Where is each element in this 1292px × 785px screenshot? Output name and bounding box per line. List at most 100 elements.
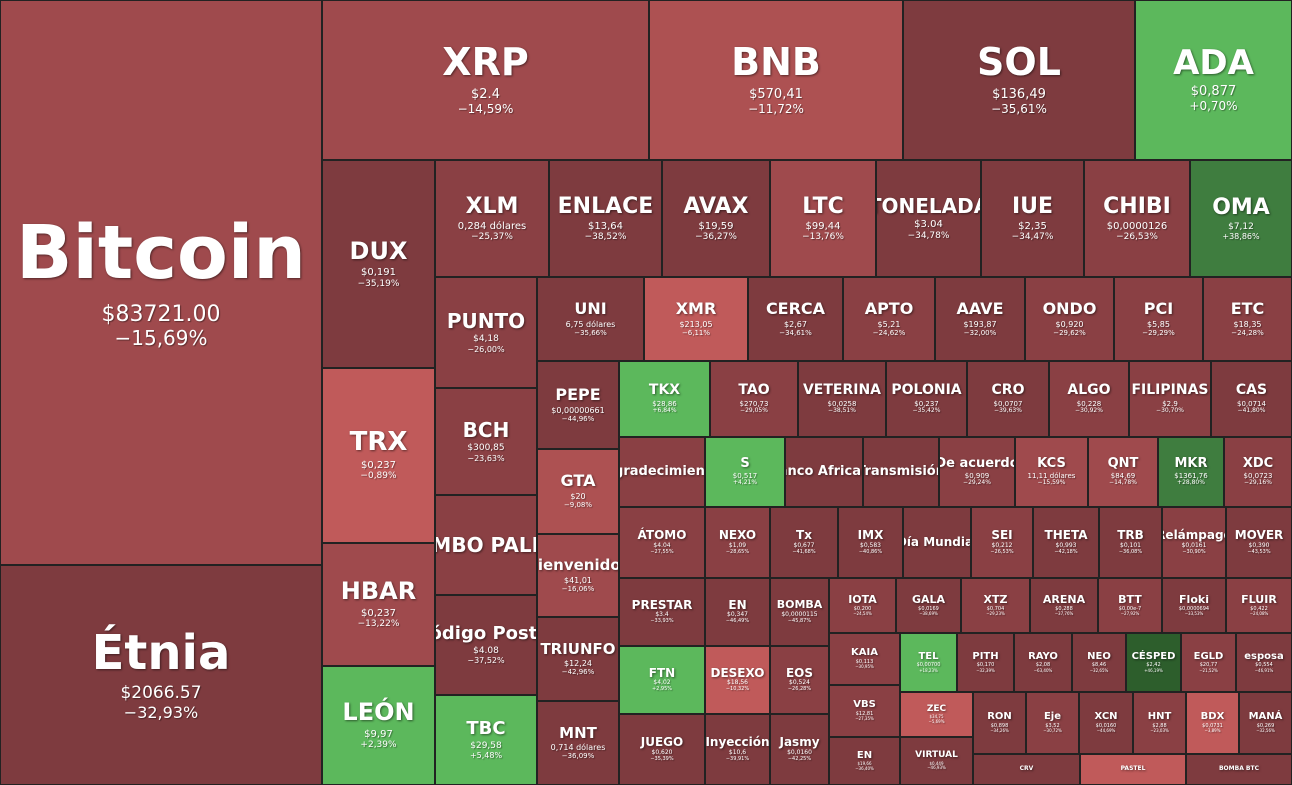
tile-xtz-68[interactable]: XTZ $0,704 −29,23% [961,578,1030,633]
tile-bombo-paleta-20[interactable]: BOMBO PALETA [435,495,537,595]
tile-iota-66[interactable]: IOTA $0,200 −24,54% [829,578,896,633]
tile-xlm-10[interactable]: XLM 0,284 dólares −25,37% [435,160,549,277]
tile-gta-32[interactable]: GTA $20 −9,08% [537,449,619,534]
tile-bnb-3[interactable]: BNB $570,41 −11,72% [649,0,903,160]
tile-desexo-74[interactable]: DESEXO $18,56 −10,32% [705,646,770,714]
tile-qnt-50[interactable]: QNT $84,69 −14,78% [1088,437,1158,507]
tile-codigo-postal-21[interactable]: Código Postal$4.08−37,52% [435,595,537,695]
tile-aave-27[interactable]: AAVE $193,87 −32,00% [935,277,1025,361]
tile-punto-18[interactable]: PUNTO $4,18 −26,00% [435,277,537,388]
tile-hnt-92[interactable]: HNT $2,88 −23,03% [1133,692,1186,754]
tile-s-45[interactable]: S $0,517 +4,21% [705,437,785,507]
tile-eje-90[interactable]: Eje $3,52 −30,72% [1026,692,1079,754]
tile-enlace-11[interactable]: ENLACE $13,64 −38,52% [549,160,662,277]
tile-atomo-53[interactable]: ÁTOMO $4.04 −27,55% [619,507,705,578]
tile-chibi-16[interactable]: CHIBI $0,0000126 −26,53% [1084,160,1190,277]
tile-imx-56[interactable]: IMX $0,583 −40,86% [838,507,903,578]
tile-esposa-83[interactable]: esposa $0,554 −46,91% [1236,633,1292,692]
tile-avax-12[interactable]: AVAX $19,59 −36,27% [662,160,770,277]
tile-bomba-btc-99[interactable]: BOMBA BTC [1186,754,1292,785]
tile-agradecimiento-44[interactable]: Agradecimiento [619,437,705,507]
tile-etnia-1[interactable]: Étnia $2066.57 −32,93% [0,565,322,785]
tile-bdx-93[interactable]: BDX $0,0731 −3,89% [1186,692,1239,754]
tile-prestar-63[interactable]: PRESTAR $3.4 −33,93% [619,578,705,646]
tile-veterina-38[interactable]: VETERINA $0,0258 −38,51% [798,361,886,437]
tile-cesped-81[interactable]: CÉSPED $2,42 +46,19% [1126,633,1181,692]
tile-vbs-87[interactable]: VBS $12,81 −27,35% [829,685,900,737]
tile-tx-55[interactable]: Tx $0,677 −41,68% [770,507,838,578]
tile-pci-29[interactable]: PCI $5,85 −29,29% [1114,277,1203,361]
tile-polonia-39[interactable]: POLONIA $0,237 −35,42% [886,361,967,437]
tile-dia-mundial-57[interactable]: Día Mundial [903,507,971,578]
tile-tkx-36[interactable]: TKX $28,86 +6,84% [619,361,710,437]
tile-ron-89[interactable]: RON $0,898 −34,26% [973,692,1026,754]
tile-btt-70[interactable]: BTT $0,00e-7 −27,92% [1098,578,1162,633]
tile-fluir-72[interactable]: FLUIR $0,422 −24,08% [1226,578,1292,633]
tile-xdc-52[interactable]: XDC $0,0723 −29,16% [1224,437,1292,507]
tile-en-95[interactable]: EN $19,66 −36,40% [829,737,900,785]
tile-sol-4[interactable]: SOL $136,49 −35,61% [903,0,1135,160]
tile-crv-97[interactable]: CRV [973,754,1080,785]
tile-cerca-25[interactable]: CERCA $2,67 −34,61% [748,277,843,361]
tile-cas-43[interactable]: CAS $0,0714 −41,80% [1211,361,1292,437]
tile-tao-37[interactable]: TAO $270,73 −29,05% [710,361,798,437]
tile-triunfo-34[interactable]: TRIUNFO $12,24 −42,96% [537,617,619,701]
tile-pith-78[interactable]: PITH $0,170 −32,39% [957,633,1014,692]
tile-trx-7[interactable]: TRX $0,237 −0,89% [322,368,435,543]
tile-nexo-54[interactable]: NEXO $1,09 −28,65% [705,507,770,578]
tile-bitcoin-0[interactable]: Bitcoin $83721.00 −15,69% [0,0,322,565]
tile-tbc-22[interactable]: TBC $29,58 +5,48% [435,695,537,785]
tile-juego-84[interactable]: JUEGO $0,620 −35,39% [619,714,705,785]
tile-mana-94[interactable]: MANÁ $0,269 −32,56% [1239,692,1292,754]
tile-ada-5[interactable]: ADA $0,877 +0,70% [1135,0,1292,160]
tile-uni-23[interactable]: UNI 6,75 dólares −35,66% [537,277,644,361]
tile-tonelada-14[interactable]: TONELADA$3.04−34,78% [876,160,981,277]
tile-relampago-61[interactable]: Relámpago$0,0161−30,90% [1162,507,1226,578]
tile-xrp-2[interactable]: XRP $2.4 −14,59% [322,0,649,160]
tile-ondo-28[interactable]: ONDO $0,920 −29,62% [1025,277,1114,361]
tile-inyeccion-85[interactable]: Inyección $10,6 −39,91% [705,714,770,785]
tile-neo-80[interactable]: NEO $8,46 −32,65% [1072,633,1126,692]
tile-iue-15[interactable]: IUE $2,35 −34,47% [981,160,1084,277]
tile-oma-17[interactable]: OMA $7,12 +38,86% [1190,160,1292,277]
tile-eos-75[interactable]: EOS $0,524 −26,28% [770,646,829,714]
tile-leon-9[interactable]: LEÓN $9,97 +2,39% [322,666,435,785]
tile-zec-88[interactable]: ZEC $34,75 −5,69% [900,692,973,737]
tile-jasmy-86[interactable]: Jasmy $0,0160 −42,25% [770,714,829,785]
tile-xmr-24[interactable]: XMR $213,05 −6,11% [644,277,748,361]
tile-kaia-76[interactable]: KAIA $0,113 −30,95% [829,633,900,685]
tile-kcs-49[interactable]: KCS 11,11 dólares −15,59% [1015,437,1088,507]
tile-dux-6[interactable]: DUX $0,191 −35,19% [322,160,435,368]
tile-apto-26[interactable]: APTO $5,21 −24,62% [843,277,935,361]
tile-hbar-8[interactable]: HBAR $0,237 −13,22% [322,543,435,666]
tile-bch-19[interactable]: BCH $300,85 −23,63% [435,388,537,495]
tile-mover-62[interactable]: MOVER $0,390 −43,53% [1226,507,1292,578]
tile-ltc-13[interactable]: LTC $99,44 −13,76% [770,160,876,277]
tile-trb-60[interactable]: TRB $0,101 −36,08% [1099,507,1162,578]
tile-floki-71[interactable]: Floki $0,0000694 −33,53% [1162,578,1226,633]
tile-en-64[interactable]: EN $0,347 −46,49% [705,578,770,646]
tile-mnt-35[interactable]: MNT 0,714 dólares −36,09% [537,701,619,785]
tile-theta-59[interactable]: THETA $0,993 −42,18% [1033,507,1099,578]
tile-arena-69[interactable]: ARENA $0,288 −37,76% [1030,578,1098,633]
tile-de-acuerdo-48[interactable]: De acuerdo $0,909 −29,24% [939,437,1015,507]
tile-sei-58[interactable]: SEI $0,212 −26,53% [971,507,1033,578]
tile-ftn-73[interactable]: FTN $4,02 +2,95% [619,646,705,714]
tile-pastel-98[interactable]: PASTEL [1080,754,1186,785]
tile-pepe-31[interactable]: PEPE $0,00000661 −44,96% [537,361,619,449]
tile-cro-40[interactable]: CRO $0,0707 −39,63% [967,361,1049,437]
tile-tel-77[interactable]: TEL $0,00700 +18,23% [900,633,957,692]
tile-filipinas-42[interactable]: FILIPINAS $2.9 −30,70% [1129,361,1211,437]
tile-xcn-91[interactable]: XCN $0,0160 −44,69% [1079,692,1133,754]
tile-egld-82[interactable]: EGLD $20,77 −21,52% [1181,633,1236,692]
tile-mkr-51[interactable]: MKR $1361,76 +28,80% [1158,437,1224,507]
tile-bomba-65[interactable]: BOMBA $0,0000115 −45,87% [770,578,829,646]
tile-etc-30[interactable]: ETC $18,35 −24,28% [1203,277,1292,361]
tile-banco-africano-46[interactable]: Banco Africano [785,437,863,507]
tile-gala-67[interactable]: GALA $0,0169 −38,69% [896,578,961,633]
tile-rayo-79[interactable]: RAYO $2,08 −63,40% [1014,633,1072,692]
tile-transmision-47[interactable]: Transmisión [863,437,939,507]
tile-bienvenidos-33[interactable]: Bienvenidos$41,01−16,06% [537,534,619,617]
tile-virtual-96[interactable]: VIRTUAL $0,449 −46,93% [900,737,973,785]
tile-algo-41[interactable]: ALGO $0,228 −30,92% [1049,361,1129,437]
